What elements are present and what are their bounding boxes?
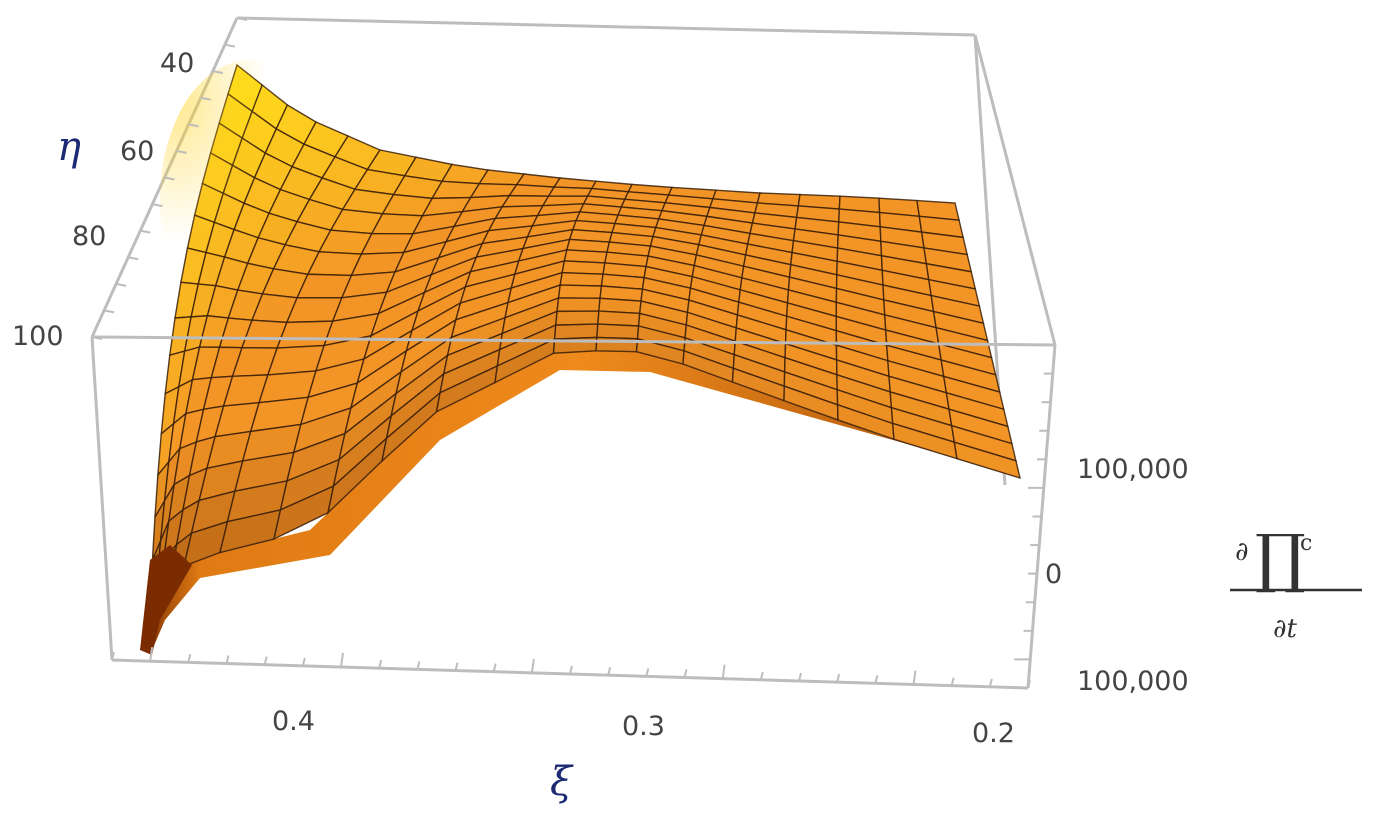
tick-mark [569, 665, 573, 675]
tick-mark [950, 677, 955, 686]
tick-mark [263, 656, 268, 665]
surface-patch [596, 323, 640, 340]
tick-mark [683, 669, 688, 678]
surface-spike [140, 545, 192, 655]
tick-mark [530, 658, 535, 673]
tick-mark [164, 176, 175, 181]
xi-tick-0.2: 0.2 [972, 718, 1015, 749]
tick-mark [759, 671, 764, 681]
surface-patch [555, 310, 600, 326]
tick-mark [224, 43, 236, 48]
tick-mark [798, 672, 802, 682]
tick-mark [149, 647, 154, 662]
tick-mark [988, 678, 993, 688]
tick-mark [607, 666, 612, 676]
z-tick-bottom: 100,000 [1077, 666, 1189, 697]
z-label-partial: ∂ [1235, 537, 1248, 567]
tick-mark [301, 657, 306, 667]
z-axis-label: ∂ ∏ c ∂t [1230, 522, 1362, 644]
tick-mark [340, 652, 344, 668]
tick-mark [912, 670, 917, 685]
tick-mark [187, 654, 192, 663]
tick-mark [836, 673, 841, 683]
tick-mark [128, 256, 139, 261]
surface-patch [478, 169, 526, 186]
eta-tick-40: 40 [160, 48, 194, 79]
surface-patch [508, 184, 556, 197]
tick-mark [721, 664, 726, 679]
surface-patch [553, 323, 599, 340]
surface-patch [559, 272, 604, 287]
tick-mark [188, 123, 199, 128]
z-label-superscript: c [1300, 531, 1312, 556]
z-label-denominator: ∂t [1273, 614, 1297, 644]
eta-tick-60: 60 [120, 136, 154, 167]
tick-mark [454, 662, 459, 671]
tick-mark [91, 336, 103, 340]
surface-patch [595, 336, 639, 353]
z-label-product: ∏ [1255, 522, 1306, 596]
eta-tick-80: 80 [72, 221, 106, 252]
tick-mark [152, 203, 163, 208]
z-tick-top: 100,000 [1077, 454, 1189, 485]
tick-mark [874, 675, 879, 684]
tick-mark [236, 17, 248, 21]
tick-mark [176, 149, 187, 154]
tick-mark [645, 668, 650, 677]
tick-mark [103, 309, 115, 314]
surface-patch [953, 441, 1021, 480]
surface-patch [561, 260, 606, 275]
surface-patch [556, 297, 601, 313]
tick-mark [1027, 679, 1031, 689]
tick-mark [140, 229, 151, 234]
surface [140, 60, 1021, 655]
eta-tick-100: 100 [12, 321, 64, 352]
xi-axis-label: ξ [550, 759, 574, 805]
tick-mark [378, 659, 383, 669]
z-tick-zero: 0 [1045, 559, 1062, 590]
xi-tick-0.4: 0.4 [272, 706, 315, 737]
tick-mark [212, 70, 224, 75]
surface-patch [557, 284, 603, 300]
tick-mark [111, 651, 115, 661]
tick-mark [225, 655, 230, 664]
tick-mark [416, 661, 421, 670]
tick-marks [91, 17, 1055, 689]
surface-highlight [160, 60, 340, 340]
tick-mark [115, 282, 127, 287]
tick-mark [492, 663, 497, 672]
xi-tick-0.3: 0.3 [622, 711, 665, 742]
eta-axis-label: η [57, 124, 81, 170]
surface-patch [547, 186, 593, 197]
tick-mark [200, 96, 211, 101]
